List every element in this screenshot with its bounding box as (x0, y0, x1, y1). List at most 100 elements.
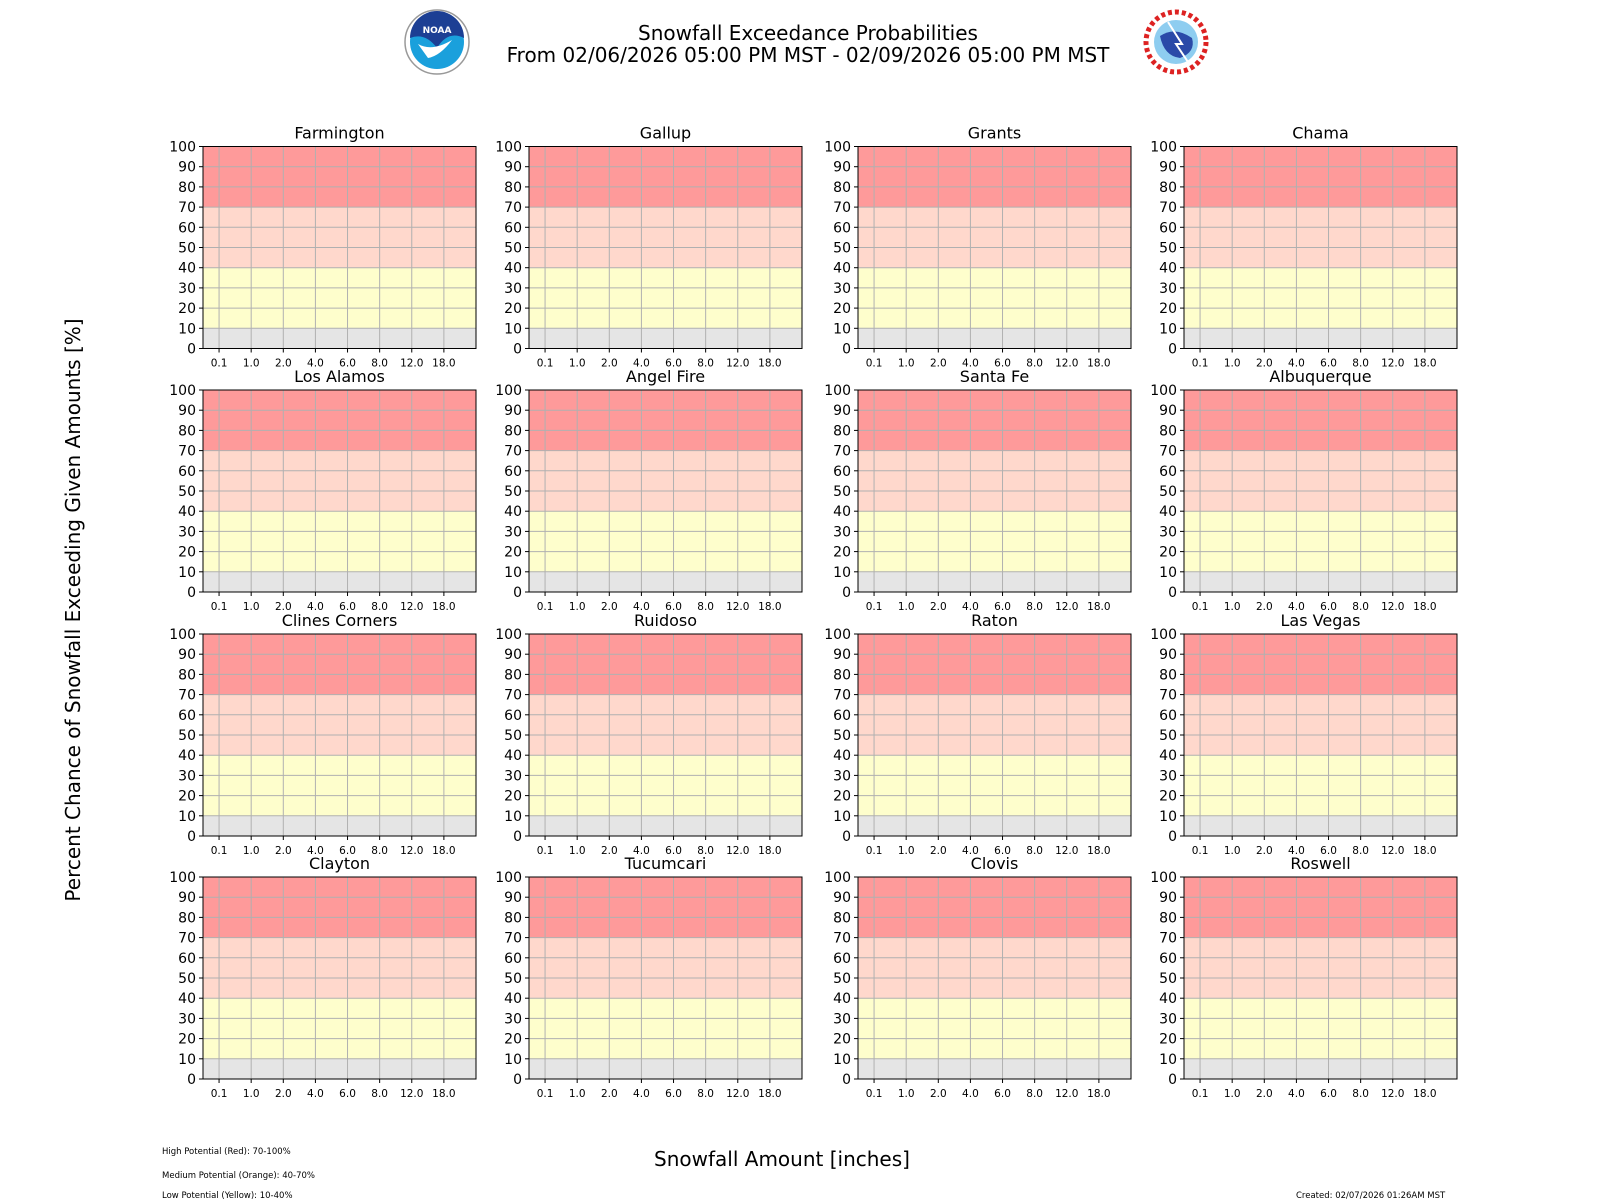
y-tick-label: 20 (178, 1032, 196, 1048)
created-timestamp: Created: 02/07/2026 01:26AM MST (1296, 1191, 1446, 1200)
y-tick-label: 70 (1159, 688, 1177, 704)
x-tick-label: 4.0 (962, 358, 979, 370)
nws-logo (1143, 9, 1209, 75)
potential-band (203, 207, 476, 268)
y-tick-label: 80 (504, 180, 522, 196)
y-tick-label: 50 (1159, 971, 1177, 987)
potential-band (1184, 328, 1457, 349)
y-tick-label: 90 (504, 160, 522, 176)
x-tick-label: 1.0 (569, 845, 586, 857)
y-tick-label: 30 (504, 281, 522, 297)
y-tick-label: 70 (504, 200, 522, 216)
y-tick-label: 70 (1159, 200, 1177, 216)
y-tick-label: 0 (842, 585, 851, 601)
y-tick-label: 0 (1168, 1072, 1177, 1088)
potential-band (1184, 937, 1457, 999)
y-tick-label: 10 (178, 565, 196, 581)
y-tick-label: 10 (833, 809, 851, 825)
x-tick-label: 12.0 (1381, 1088, 1404, 1100)
y-tick-label: 20 (504, 301, 522, 317)
panel-title: Roswell (1290, 854, 1350, 873)
x-tick-label: 8.0 (371, 601, 388, 613)
panel-title: Chama (1292, 124, 1349, 143)
x-tick-label: 18.0 (1413, 1088, 1436, 1100)
y-tick-label: 80 (178, 667, 196, 683)
potential-band (529, 146, 802, 208)
y-tick-label: 40 (833, 748, 851, 764)
x-tick-label: 6.0 (339, 1088, 356, 1100)
axes-frame (857, 876, 1132, 1080)
y-tick-label: 90 (833, 890, 851, 906)
y-tick-label: 30 (504, 768, 522, 784)
x-tick-label: 4.0 (633, 601, 650, 613)
y-tick-label: 80 (178, 180, 196, 196)
x-tick-label: 0.1 (1192, 601, 1209, 613)
y-tick-label: 0 (1168, 342, 1177, 358)
potential-band (1184, 267, 1457, 329)
y-tick-label: 20 (178, 545, 196, 561)
potential-band (529, 634, 802, 695)
y-tick-label: 0 (513, 1072, 522, 1088)
y-tick-label: 20 (504, 789, 522, 805)
x-tick-label: 4.0 (1288, 358, 1305, 370)
y-tick-label: 0 (513, 585, 522, 601)
x-tick-label: 6.0 (665, 1088, 682, 1100)
y-tick-label: 50 (178, 241, 196, 257)
y-tick-label: 50 (833, 241, 851, 257)
y-tick-label: 70 (833, 931, 851, 947)
y-tick-label: 20 (833, 789, 851, 805)
x-tick-label: 0.1 (211, 845, 228, 857)
potential-band (1184, 634, 1457, 695)
y-tick-label: 50 (178, 971, 196, 987)
y-tick-label: 80 (178, 910, 196, 926)
y-tick-label: 30 (504, 524, 522, 540)
potential-band (203, 390, 476, 451)
x-tick-label: 1.0 (569, 358, 586, 370)
panel-title: Ruidoso (634, 611, 697, 630)
x-tick-label: 12.0 (1055, 601, 1078, 613)
y-tick-label: 60 (833, 464, 851, 480)
potential-band (858, 571, 1131, 592)
y-tick-label: 10 (1159, 1052, 1177, 1068)
y-tick-label: 10 (504, 809, 522, 825)
panel-title: Clovis (971, 854, 1019, 873)
potential-band (203, 755, 476, 816)
x-tick-label: 0.1 (537, 845, 554, 857)
y-tick-label: 60 (1159, 708, 1177, 724)
potential-band (1184, 571, 1457, 592)
y-tick-label: 100 (824, 383, 851, 399)
x-tick-label: 6.0 (1320, 601, 1337, 613)
x-tick-label: 8.0 (697, 601, 714, 613)
x-tick-label: 6.0 (994, 601, 1011, 613)
x-tick-label: 2.0 (930, 358, 947, 370)
x-tick-label: 6.0 (665, 845, 682, 857)
x-tick-label: 8.0 (1352, 1088, 1369, 1100)
y-tick-label: 60 (833, 708, 851, 724)
x-tick-label: 4.0 (633, 358, 650, 370)
y-tick-label: 100 (169, 383, 196, 399)
panel-santa-fe: 0 10 20 30 40 50 60 70 80 90 100 0.1 1.0 2.0 4.0 6.0 8.0… (824, 367, 1132, 613)
y-tick-label: 50 (833, 971, 851, 987)
x-tick-label: 1.0 (1224, 358, 1241, 370)
y-tick-label: 10 (833, 321, 851, 337)
panel-farmington: 0 10 20 30 40 50 60 70 80 90 100 0.1 1.0 2.0 4.0 6.0 8.0… (169, 124, 477, 370)
x-tick-label: 4.0 (307, 358, 324, 370)
panel-grants: 0 10 20 30 40 50 60 70 80 90 100 0.1 1.0 2.0 4.0 6.0 8.0… (824, 124, 1132, 370)
axes-frame (202, 633, 477, 837)
potential-band (858, 207, 1131, 268)
y-tick-label: 80 (178, 423, 196, 439)
y-tick-label: 100 (169, 140, 196, 156)
axes-frame (202, 146, 477, 349)
potential-band (529, 390, 802, 451)
y-tick-label: 60 (178, 220, 196, 236)
y-tick-label: 10 (178, 321, 196, 337)
x-tick-label: 2.0 (930, 845, 947, 857)
y-tick-label: 40 (833, 261, 851, 277)
x-tick-label: 1.0 (1224, 1088, 1241, 1100)
potential-band (1184, 207, 1457, 268)
noaa-logo: NOAA (404, 9, 470, 75)
x-tick-label: 6.0 (994, 358, 1011, 370)
y-tick-label: 60 (178, 951, 196, 967)
y-tick-label: 40 (178, 748, 196, 764)
x-tick-label: 12.0 (726, 1088, 749, 1100)
